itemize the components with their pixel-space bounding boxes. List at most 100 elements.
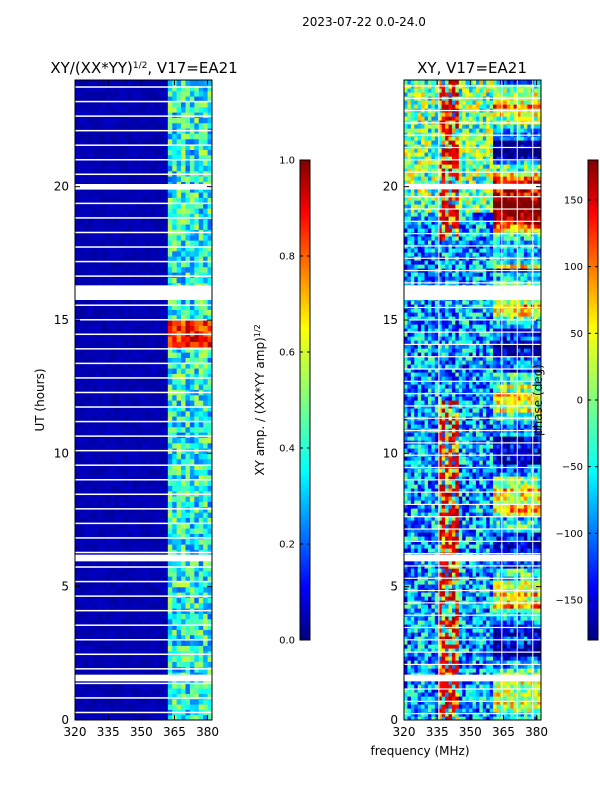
right-heat-cell	[458, 612, 463, 617]
left-heat-cell	[194, 352, 200, 358]
left-heat-cell	[105, 410, 111, 417]
left-heat-cell	[167, 602, 173, 609]
right-heat-cell	[537, 712, 541, 717]
left-heat-cell	[150, 426, 156, 433]
left-heat-cell	[198, 410, 204, 417]
right-heat-cell	[489, 664, 494, 669]
left-heat-cell	[176, 688, 182, 694]
right-heat-cell	[489, 624, 494, 629]
right-heat-cell	[527, 624, 532, 629]
right-heat-cell	[431, 672, 436, 677]
left-heat-cell	[101, 656, 107, 662]
left-heat-cell	[163, 426, 169, 433]
left-heat-cell	[181, 154, 187, 161]
left-heat-cell	[75, 661, 81, 668]
left-heat-cell	[105, 522, 111, 529]
left-heat-cell	[163, 544, 169, 550]
left-heat-cell	[128, 506, 134, 513]
left-heat-cell	[163, 410, 169, 417]
left-heat-cell	[167, 693, 173, 700]
left-heat-cell	[194, 437, 200, 444]
left-heat-cell	[119, 320, 125, 326]
left-heat-cell	[119, 368, 125, 374]
left-heat-cell	[79, 640, 85, 646]
left-heat-cell	[167, 368, 173, 374]
left-heat-cell	[145, 474, 151, 481]
left-heat-cell	[167, 144, 173, 150]
left-heat-cell	[136, 560, 142, 566]
left-heat-cell	[119, 698, 125, 705]
left-heat-cell	[101, 597, 107, 604]
left-heat-cell	[150, 517, 156, 524]
right-heat-cell	[438, 644, 443, 649]
left-heat-cell	[176, 517, 182, 524]
left-heat-cell	[88, 192, 94, 198]
right-heat-cell	[410, 656, 415, 661]
left-heat-cell	[181, 496, 187, 502]
right-heat-cell	[410, 704, 415, 709]
left-heat-cell	[132, 501, 138, 508]
left-heat-cell	[203, 314, 209, 321]
right-heat-cell	[448, 696, 453, 701]
left-heat-cell	[194, 688, 200, 694]
left-heat-cell	[88, 661, 94, 668]
left-heat-cell	[110, 208, 116, 214]
left-heat-cell	[101, 474, 107, 481]
left-heat-cell	[119, 176, 125, 182]
left-heat-cell	[158, 144, 164, 150]
left-heat-cell	[189, 432, 195, 438]
left-heat-cell	[92, 309, 98, 316]
left-heat-cell	[163, 704, 169, 710]
left-heat-cell	[75, 656, 81, 662]
left-heat-cell	[97, 704, 103, 710]
left-heat-cell	[145, 160, 151, 166]
right-heat-cell	[448, 680, 453, 685]
left-heat-cell	[128, 117, 134, 124]
right-heat-cell	[455, 656, 460, 661]
left-heat-cell	[158, 186, 164, 193]
left-heat-cell	[176, 309, 182, 316]
left-heat-cell	[79, 325, 85, 332]
right-heat-cell	[410, 640, 415, 645]
left-flag-line	[75, 333, 212, 336]
left-heat-cell	[92, 101, 98, 108]
left-heat-cell	[163, 96, 169, 102]
left-heat-cell	[123, 277, 129, 284]
left-heat-cell	[154, 634, 160, 641]
right-heat-cell	[479, 664, 484, 669]
left-heat-cell	[181, 112, 187, 118]
left-heat-cell	[176, 101, 182, 108]
left-heat-cell	[119, 581, 125, 588]
right-heat-cell	[503, 632, 508, 637]
left-heat-cell	[101, 661, 107, 668]
left-heat-cell	[141, 426, 147, 433]
left-heat-cell	[128, 272, 134, 278]
left-heat-cell	[207, 165, 212, 172]
right-heat-cell	[448, 624, 453, 629]
left-heat-cell	[185, 464, 191, 470]
right-heat-cell	[458, 704, 463, 709]
left-heat-cell	[163, 373, 169, 380]
left-heat-cell	[158, 304, 164, 310]
left-heat-cell	[88, 629, 94, 636]
left-heat-cell	[114, 357, 120, 364]
left-heat-cell	[97, 421, 103, 428]
right-heat-cell	[534, 644, 539, 649]
left-heat-cell	[194, 394, 200, 401]
right-heat-cell	[445, 624, 450, 629]
left-heat-cell	[189, 256, 195, 262]
left-heat-cell	[207, 528, 212, 534]
left-heat-cell	[194, 160, 200, 166]
left-heat-cell	[203, 613, 209, 620]
left-heat-cell	[163, 517, 169, 524]
left-heat-cell	[207, 277, 212, 284]
left-heat-cell	[167, 597, 173, 604]
right-heat-cell	[462, 680, 467, 685]
left-heat-cell	[181, 586, 187, 593]
left-heat-cell	[136, 117, 142, 124]
right-heat-cell	[479, 640, 484, 645]
left-heat-cell	[79, 85, 85, 92]
left-heat-cell	[181, 613, 187, 620]
left-heat-cell	[101, 346, 107, 353]
left-heat-cell	[203, 394, 209, 401]
